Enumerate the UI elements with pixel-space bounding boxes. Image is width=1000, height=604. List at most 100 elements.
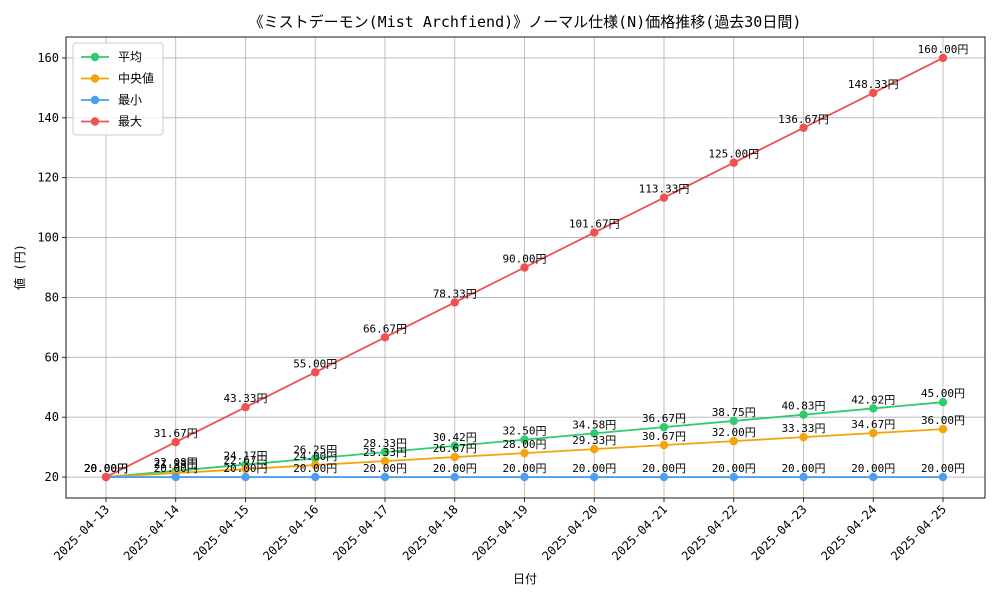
data-label: 22.67円 xyxy=(223,454,267,467)
data-label: 20.00円 xyxy=(712,462,756,475)
data-label: 20.00円 xyxy=(363,462,407,475)
data-label: 26.25円 xyxy=(293,443,337,456)
data-point xyxy=(311,454,320,463)
data-label: 20.00円 xyxy=(223,462,267,475)
data-point xyxy=(171,472,180,482)
legend-label: 最大 xyxy=(118,115,142,129)
data-point xyxy=(311,472,320,482)
data-label: 29.33円 xyxy=(572,434,616,447)
y-axis-label: 値 (円) xyxy=(12,244,27,290)
data-label: 42.92円 xyxy=(851,393,895,406)
x-axis-label: 日付 xyxy=(513,572,537,586)
data-point xyxy=(520,263,529,272)
data-label: 43.33円 xyxy=(223,392,267,405)
data-point xyxy=(520,435,529,444)
data-label: 66.67円 xyxy=(363,322,407,335)
data-label: 21.33円 xyxy=(154,458,198,471)
data-point xyxy=(869,472,878,482)
data-point xyxy=(729,436,738,446)
y-tick-label: 140 xyxy=(37,111,59,125)
data-label: 20.00円 xyxy=(293,462,337,475)
data-label: 36.00円 xyxy=(921,414,965,427)
data-point xyxy=(171,437,180,447)
data-point xyxy=(799,432,808,442)
legend-label: 最小 xyxy=(118,93,142,107)
data-point xyxy=(590,429,599,438)
data-label: 38.75円 xyxy=(712,406,756,419)
data-point xyxy=(520,448,529,458)
data-label: 90.00円 xyxy=(502,253,546,266)
series-layer xyxy=(101,53,948,482)
data-point xyxy=(380,333,390,342)
data-point xyxy=(659,440,669,450)
y-tick-label: 160 xyxy=(37,51,59,65)
data-point xyxy=(380,456,390,466)
data-label: 24.17円 xyxy=(223,450,267,463)
data-point xyxy=(938,472,948,482)
data-label: 24.00円 xyxy=(293,450,337,463)
data-point xyxy=(241,403,250,412)
data-point xyxy=(659,193,669,202)
data-label: 125.00円 xyxy=(708,148,759,161)
data-point xyxy=(450,472,459,482)
y-tick-label: 60 xyxy=(45,350,59,364)
data-point xyxy=(799,123,808,132)
y-tick-label: 20 xyxy=(45,470,59,484)
data-label: 113.33円 xyxy=(639,183,690,196)
data-label: 20.00円 xyxy=(502,462,546,475)
data-label: 20.00円 xyxy=(84,462,128,475)
data-point xyxy=(869,428,878,438)
data-point xyxy=(659,422,669,432)
data-label: 101.67円 xyxy=(569,218,620,231)
data-label: 30.67円 xyxy=(642,430,686,443)
legend-swatch-marker xyxy=(90,74,100,83)
data-label: 136.67円 xyxy=(778,113,829,126)
data-label: 20.00円 xyxy=(921,462,965,475)
data-point xyxy=(799,410,808,419)
data-point xyxy=(450,452,459,462)
data-point xyxy=(729,416,738,426)
data-point xyxy=(520,472,529,482)
data-label: 55.00円 xyxy=(293,357,337,370)
data-labels: 20.00円 22.08円 24.17円 26.25円 28.33円 30.42円 32.5… xyxy=(84,43,968,475)
data-label: 26.67円 xyxy=(433,442,477,455)
legend-label: 平均 xyxy=(118,50,142,64)
data-label: 25.33円 xyxy=(363,446,407,459)
data-label: 20.00円 xyxy=(572,462,616,475)
legend-swatch-marker xyxy=(90,117,100,126)
data-label: 28.00円 xyxy=(502,438,546,451)
plot-frame xyxy=(65,36,986,499)
data-point xyxy=(799,472,808,482)
data-point xyxy=(101,472,111,482)
data-point xyxy=(311,368,320,377)
data-point xyxy=(938,424,948,434)
data-point xyxy=(241,472,250,482)
data-point xyxy=(938,53,948,63)
data-label: 148.33円 xyxy=(848,78,899,91)
data-label: 20.00円 xyxy=(851,462,895,475)
data-label: 45.00円 xyxy=(921,387,965,400)
data-label: 33.33円 xyxy=(781,422,825,435)
data-point xyxy=(938,398,948,407)
data-point xyxy=(869,88,878,98)
data-label: 20.00円 xyxy=(84,462,128,475)
chart-title: 《ミストデーモン(Mist Archfiend)》ノーマル仕様(N)価格推移(過… xyxy=(249,13,802,31)
data-point xyxy=(450,298,459,307)
data-label: 20.00円 xyxy=(781,462,825,475)
data-label: 20.00円 xyxy=(642,462,686,475)
data-point xyxy=(590,472,599,482)
data-label: 160.00円 xyxy=(918,43,969,56)
data-point xyxy=(241,464,250,474)
data-point xyxy=(450,441,459,451)
data-label: 36.67円 xyxy=(642,412,686,425)
data-label: 40.83円 xyxy=(781,400,825,413)
data-point xyxy=(869,404,878,413)
data-label: 30.42円 xyxy=(433,431,477,444)
data-label: 34.58円 xyxy=(572,418,616,431)
data-label: 28.33円 xyxy=(363,437,407,450)
data-point xyxy=(590,444,599,454)
data-point xyxy=(311,460,320,470)
